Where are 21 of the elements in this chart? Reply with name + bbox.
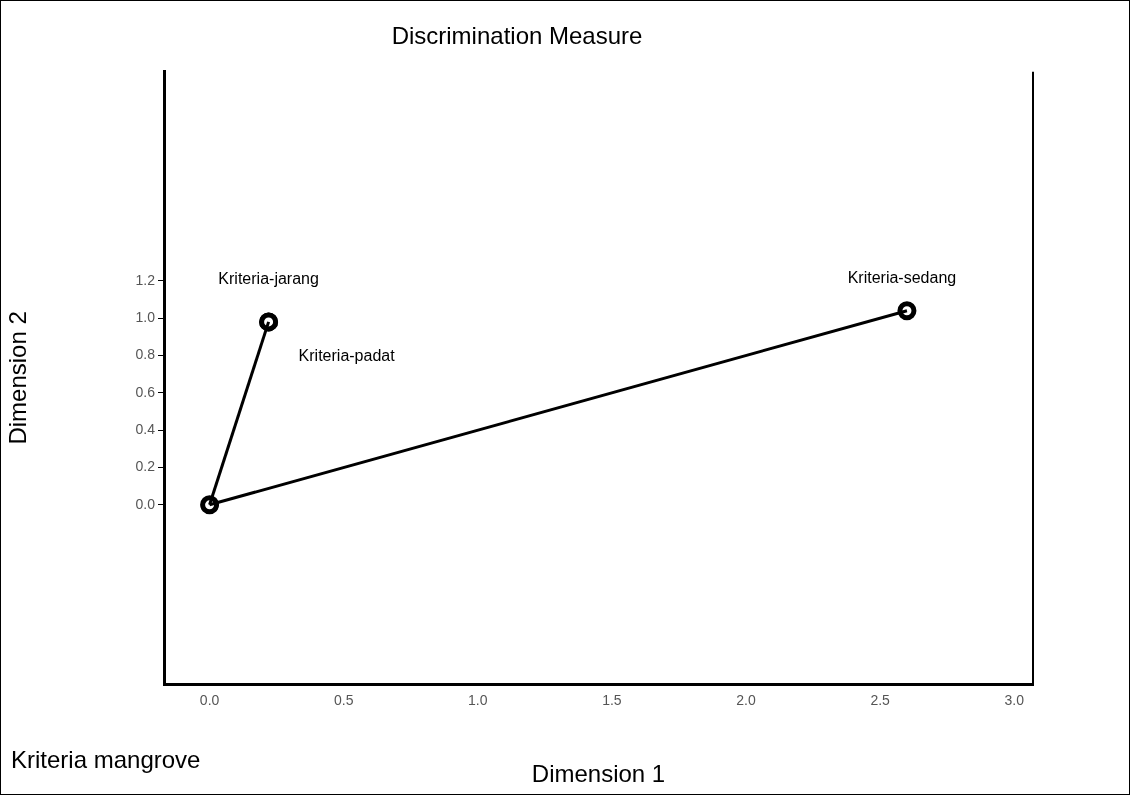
x-tick-label: 1.5 [602,692,622,709]
x-tick-label: 2.5 [870,692,891,709]
y-tick-label: 0.8 [135,346,156,363]
y-tick-label: 0.2 [135,458,156,475]
x-tick-label: 2.0 [736,692,756,709]
x-tick-label: 3.0 [1004,692,1025,709]
data-label: Kriteria-sedang [847,269,957,287]
text: Kriteria mangrove [11,745,201,773]
data-label: Kriteria-padat [298,347,396,365]
x-tick-label: 0.5 [333,692,354,709]
data-label: Kriteria-jarang [218,270,319,288]
x-tick-label: 0.0 [199,692,220,709]
y-tick-label: 1.0 [135,309,156,326]
y-tick-label: 0.6 [135,383,156,400]
x-tick-label: 1.0 [468,692,488,709]
y-axis-title: Dimension 2 [4,311,32,445]
x-axis-title: Dimension 1 [531,760,666,788]
y-tick-label: 0.4 [135,421,156,438]
y-tick-label: 1.2 [135,271,156,288]
chart-title: Discrimination Measure [391,22,643,50]
y-tick-label: 0.0 [135,495,156,512]
